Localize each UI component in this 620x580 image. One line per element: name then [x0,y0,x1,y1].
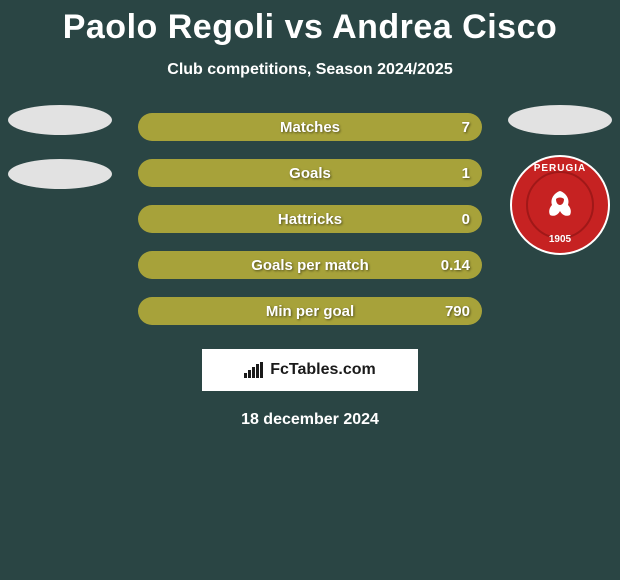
right-player-badges: PERUGIA 1905 [508,105,612,255]
comparison-subtitle: Club competitions, Season 2024/2025 [0,61,620,79]
stat-bar: Goals1 [138,159,482,187]
attribution-text: FcTables.com [270,361,376,379]
club-logo-perugia: PERUGIA 1905 [510,155,610,255]
chart-icon [244,362,264,378]
stat-value-right: 790 [445,297,470,325]
stat-bar-fill-right [138,205,482,233]
player-photo-placeholder [508,105,612,135]
stats-area: PERUGIA 1905 Matches7 Goals1 Hattricks0 Goa… [0,113,620,325]
comparison-title: Paolo Regoli vs Andrea Cisco [0,0,620,47]
stat-value-right: 0 [462,205,470,233]
stat-bars: Matches7 Goals1 Hattricks0 Goals per match0… [138,113,482,325]
player-photo-placeholder [8,105,112,135]
stat-bar: Hattricks0 [138,205,482,233]
stat-bar: Min per goal790 [138,297,482,325]
stat-bar-fill-right [138,159,482,187]
logo-inner-ring [526,171,594,239]
stat-value-right: 7 [462,113,470,141]
club-logo-placeholder [8,159,112,189]
attribution-box: FcTables.com [202,349,418,391]
stat-bar: Goals per match0.14 [138,251,482,279]
left-player-badges [8,105,112,189]
club-logo-year: 1905 [549,234,571,245]
stat-bar-fill-right [138,251,482,279]
stat-value-right: 1 [462,159,470,187]
stat-value-right: 0.14 [441,251,470,279]
stat-bar: Matches7 [138,113,482,141]
stat-bar-fill-right [138,297,482,325]
club-logo-name: PERUGIA [534,163,587,174]
snapshot-date: 18 december 2024 [0,411,620,429]
stat-bar-fill-right [138,113,482,141]
